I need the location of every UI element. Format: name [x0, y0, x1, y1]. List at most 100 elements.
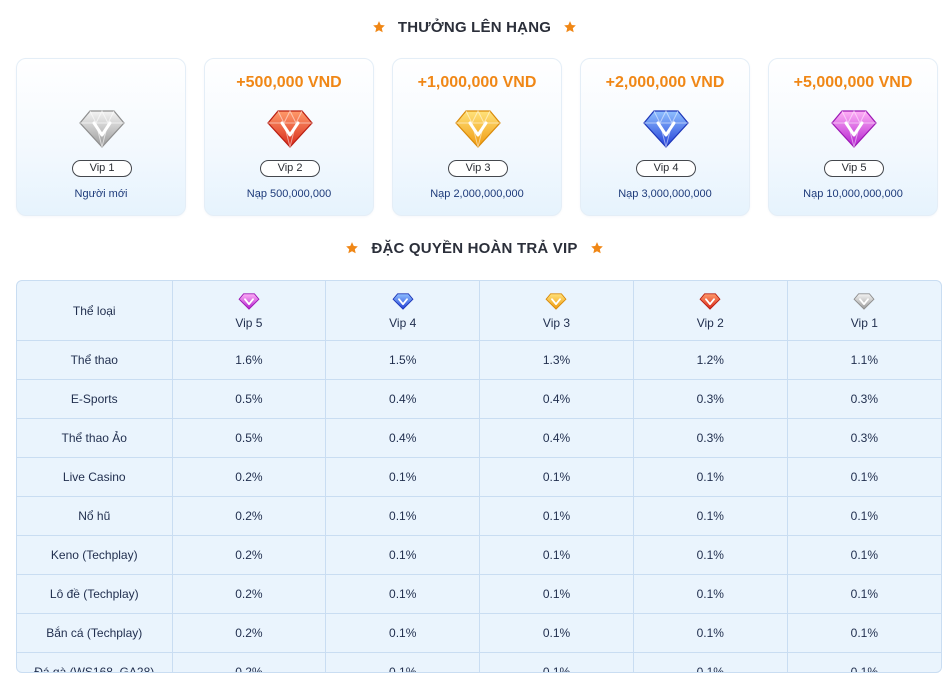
- table-row: Bắn cá (Techplay) 0.2% 0.1% 0.1% 0.1% 0.…: [17, 613, 941, 653]
- vip-column-label: Vip 4: [389, 315, 417, 330]
- purple-diamond-icon: [238, 292, 260, 310]
- upgrade-reward: +2,000,000 VND: [605, 74, 725, 91]
- category-cell: Lô đề (Techplay): [17, 574, 173, 614]
- vip-level-badge: Vip 2: [260, 160, 320, 177]
- deposit-requirement: Người mới: [74, 188, 128, 200]
- table-row: Nổ hũ 0.2% 0.1% 0.1% 0.1% 0.1%: [17, 496, 941, 536]
- gold-diamond-icon: [455, 109, 501, 148]
- table-row: Thể thao Ảo 0.5% 0.4% 0.4% 0.3% 0.3%: [17, 418, 941, 458]
- vip-column-label: Vip 1: [850, 315, 878, 330]
- table-row: Lô đề (Techplay) 0.2% 0.1% 0.1% 0.1% 0.1…: [17, 574, 941, 614]
- upgrade-reward: +5,000,000 VND: [793, 74, 913, 91]
- rate-cell: 0.1%: [325, 496, 481, 536]
- upgrade-rewards-title: THƯỞNG LÊN HẠNG: [397, 18, 552, 36]
- table-header-row: Thể loại Vip 5 Vip 4 Vip 3 Vip 2 Vip 1: [17, 281, 941, 341]
- rate-cell: 0.2%: [172, 652, 327, 672]
- rate-cell: 0.1%: [633, 652, 788, 672]
- purple-diamond-icon: [831, 109, 877, 148]
- category-cell: E-Sports: [17, 379, 173, 419]
- category-cell: Nổ hũ: [17, 496, 173, 536]
- star-icon: [346, 242, 359, 254]
- rate-cell: 0.5%: [172, 379, 327, 419]
- rate-cell: 0.1%: [633, 613, 788, 653]
- rate-cell: 0.2%: [172, 574, 327, 614]
- column-header-vip3: Vip 3: [479, 281, 634, 341]
- rate-cell: 0.3%: [633, 379, 788, 419]
- vip-rebate-heading: ĐẶC QUYỀN HOÀN TRẢ VIP: [0, 237, 949, 259]
- rate-cell: 0.2%: [172, 613, 327, 653]
- deposit-requirement: Nạp 10,000,000,000: [803, 188, 903, 200]
- rate-cell: 0.4%: [325, 418, 481, 458]
- category-cell: Thể thao: [17, 340, 173, 380]
- rate-cell: 1.5%: [325, 340, 481, 380]
- vip-card-4: +2,000,000 VND Vip 4 Nạp 3,000,000,000: [580, 58, 750, 216]
- column-header-category: Thể loại: [17, 281, 173, 341]
- table-row: Live Casino 0.2% 0.1% 0.1% 0.1% 0.1%: [17, 457, 941, 497]
- rate-cell: 0.1%: [787, 457, 941, 497]
- rate-cell: 0.1%: [479, 535, 634, 575]
- vip-column-label: Vip 2: [696, 315, 724, 330]
- rebate-table: Thể loại Vip 5 Vip 4 Vip 3 Vip 2 Vip 1: [16, 280, 942, 673]
- vip-level-badge: Vip 5: [824, 160, 884, 177]
- star-icon: [373, 21, 385, 33]
- blue-diamond-icon: [392, 292, 414, 310]
- rate-cell: 0.1%: [850, 665, 879, 673]
- rate-cell: 0.4%: [325, 379, 481, 419]
- column-header-vip2: Vip 2: [633, 281, 788, 341]
- vip-card-2: +500,000 VND Vip 2 Nạp 500,000,000: [204, 58, 374, 216]
- table-row: Đá gà (WS168, GA28) 0.2% 0.1% 0.1% 0.1% …: [17, 652, 941, 673]
- vip-level-badge: Vip 4: [636, 160, 696, 177]
- silver-diamond-icon: [853, 292, 875, 310]
- category-cell: Keno (Techplay): [17, 535, 173, 575]
- rate-cell: 0.1%: [787, 496, 941, 536]
- rate-cell: 0.3%: [633, 418, 788, 458]
- star-icon: [590, 242, 603, 254]
- blue-diamond-icon: [643, 109, 689, 148]
- rate-cell: 0.3%: [787, 379, 941, 419]
- rate-cell: 1.2%: [633, 340, 788, 380]
- rate-cell: 1.3%: [479, 340, 634, 380]
- rate-cell: 0.1%: [787, 613, 941, 653]
- category-cell: Live Casino: [17, 457, 173, 497]
- vip-card-1: Vip 1 Người mới: [16, 58, 186, 216]
- gold-diamond-icon: [545, 292, 567, 310]
- rate-cell: 0.1%: [479, 652, 634, 672]
- table-row: E-Sports 0.5% 0.4% 0.4% 0.3% 0.3%: [17, 379, 941, 419]
- rate-cell: 0.2%: [172, 496, 327, 536]
- rate-cell: 0.1%: [325, 574, 481, 614]
- rate-cell: 0.1%: [325, 535, 481, 575]
- table-row: Thể thao 1.6% 1.5% 1.3% 1.2% 1.1%: [17, 340, 941, 380]
- deposit-requirement: Nạp 500,000,000: [246, 188, 332, 200]
- rate-cell: 0.2%: [172, 457, 327, 497]
- rate-cell: 0.1%: [479, 457, 634, 497]
- rate-cell: 0.1%: [633, 574, 788, 614]
- red-diamond-icon: [699, 292, 721, 310]
- upgrade-reward: +500,000 VND: [236, 74, 342, 91]
- rate-cell: 0.1%: [633, 496, 788, 536]
- category-cell: Thể thao Ảo: [17, 418, 173, 458]
- category-cell: Bắn cá (Techplay): [17, 613, 173, 653]
- vip-column-label: Vip 5: [235, 315, 263, 330]
- upgrade-rewards-heading: THƯỞNG LÊN HẠNG: [0, 16, 949, 38]
- silver-diamond-icon: [79, 109, 125, 148]
- rate-cell: 0.4%: [479, 379, 634, 419]
- vip-card-3: +1,000,000 VND Vip 3 Nạp 2,000,000,000: [392, 58, 562, 216]
- deposit-requirement: Nạp 3,000,000,000: [618, 188, 712, 200]
- column-header-vip1: Vip 1: [787, 281, 941, 341]
- rate-cell: 0.1%: [633, 535, 788, 575]
- star-icon: [564, 21, 576, 33]
- rate-cell: 1.6%: [172, 340, 327, 380]
- rate-cell: 0.1%: [787, 574, 941, 614]
- rate-cell: 0.1%: [325, 457, 481, 497]
- deposit-requirement: Nạp 2,000,000,000: [430, 188, 524, 200]
- category-cell: Đá gà (WS168, GA28): [17, 652, 173, 672]
- vip-column-label: Vip 3: [542, 315, 571, 330]
- rate-cell: 0.1%: [325, 652, 481, 672]
- rate-cell: 1.1%: [787, 340, 941, 380]
- rate-cell: 0.1%: [479, 574, 634, 614]
- table-row: Keno (Techplay) 0.2% 0.1% 0.1% 0.1% 0.1%: [17, 535, 941, 575]
- rate-cell: 0.5%: [172, 418, 327, 458]
- column-header-vip5: Vip 5: [172, 281, 327, 341]
- vip-rebate-title: ĐẶC QUYỀN HOÀN TRẢ VIP: [371, 239, 578, 257]
- rate-cell: 0.1%: [479, 613, 634, 653]
